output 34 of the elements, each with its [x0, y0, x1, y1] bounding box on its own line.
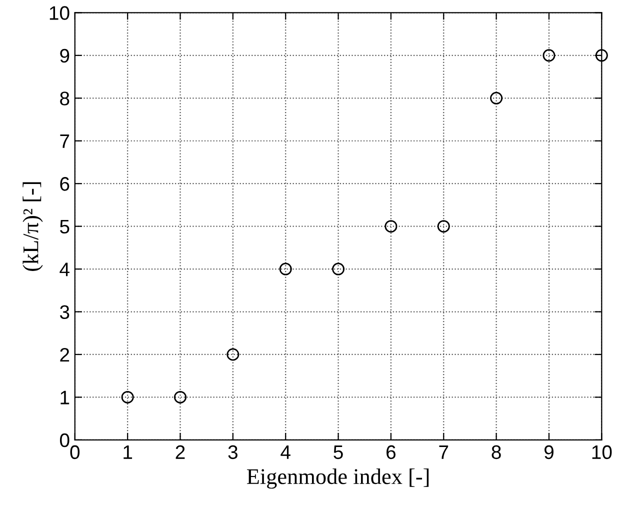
x-tick-label: 3: [228, 445, 238, 460]
point: [542, 49, 556, 62]
x-tick-label: 4: [280, 446, 290, 459]
x-tick-label: 1: [124, 446, 132, 459]
y-tick-label: 2: [60, 348, 70, 362]
point: [490, 92, 503, 104]
y-tick-label: 9: [60, 48, 70, 63]
x-tick-label: 2: [176, 445, 185, 459]
point: [384, 220, 398, 233]
y-axis-title: (kL/π)² [-]: [22, 182, 43, 271]
y-tick-label: 8: [60, 92, 70, 106]
y-tick-label: 0: [60, 433, 70, 448]
x-tick-label: 10: [592, 445, 612, 460]
point: [279, 262, 292, 276]
y-tick-label: 1: [60, 390, 70, 404]
x-tick-label: 6: [386, 445, 396, 460]
x-tick-label: 8: [492, 445, 501, 460]
point: [121, 390, 134, 404]
x-tick-label: 9: [544, 445, 554, 460]
y-tick-label: 5: [60, 220, 70, 234]
y-tick-label: 7: [60, 134, 70, 148]
point: [437, 220, 450, 233]
x-tick-label: 0: [70, 445, 80, 460]
x-tick-label: 5: [334, 446, 343, 460]
point: [174, 390, 187, 404]
y-tick-label: 3: [60, 305, 70, 319]
x-tick-label: 7: [439, 446, 448, 459]
x-axis-title: Eigenmode index [-]: [246, 468, 429, 489]
point: [595, 49, 608, 62]
point: [332, 262, 345, 276]
point: [226, 348, 240, 361]
y-tick-label: 10: [50, 6, 70, 20]
y-tick-label: 6: [60, 177, 70, 191]
y-tick-label: 4: [60, 262, 70, 276]
